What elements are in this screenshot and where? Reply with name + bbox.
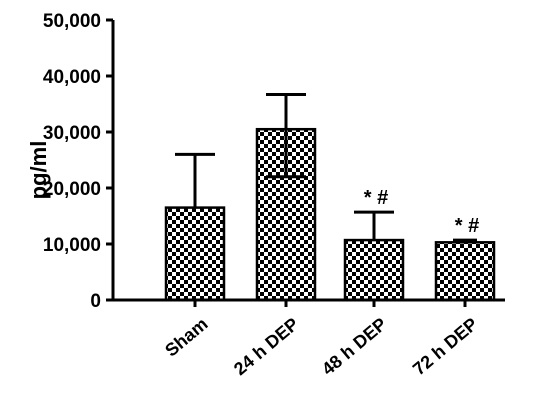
bars-layer — [164, 127, 496, 302]
y-tick-label-4: 30,000 — [43, 123, 101, 144]
labels-layer: 0 10,000 20,000 30,000 40,000 50,000 Sham 24 h … — [26, 11, 482, 379]
x-category-label-2: 24 h DEP — [230, 314, 303, 379]
y-tick-label-3: 20,000 — [43, 179, 101, 200]
bar-3 — [343, 238, 405, 302]
x-category-label-4: 72 h DEP — [409, 314, 482, 379]
significance-annotation-4: * # — [455, 215, 479, 237]
y-tick-label-2: 10,000 — [43, 235, 101, 256]
y-tick-label-1: 0 — [90, 291, 101, 312]
y-axis-title: pg/ml — [26, 141, 51, 200]
error-bars-layer — [175, 92, 477, 243]
bar-1 — [164, 206, 226, 302]
axes-layer — [106, 18, 505, 307]
significance-annotation-3: * # — [364, 187, 388, 209]
y-tick-label-6: 50,000 — [43, 11, 101, 32]
y-tick-label-5: 40,000 — [43, 67, 101, 88]
bar-4 — [434, 241, 496, 302]
x-category-label-1: Sham — [161, 314, 211, 361]
x-category-label-3: 48 h DEP — [318, 314, 391, 379]
